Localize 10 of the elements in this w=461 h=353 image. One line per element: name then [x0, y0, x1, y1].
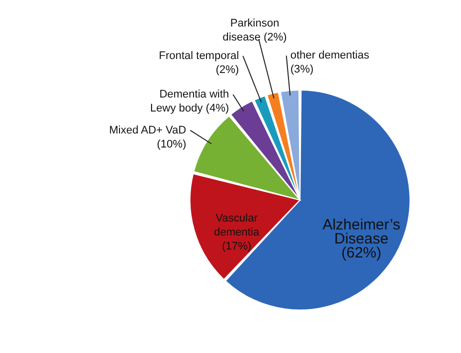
slice-label: Parkinson disease (2%) — [222, 18, 287, 44]
slice-label: Frontal temporal — [158, 50, 239, 62]
data-label: (10%) — [156, 138, 186, 150]
slice-label: Mixed AD+ VaD — [109, 124, 186, 136]
data-label: (17%) — [222, 240, 252, 252]
slice-label: Vascular dementia — [214, 212, 260, 238]
slice-label: Dementia with Lewy body (4%) — [150, 88, 230, 114]
data-label: (2%) — [216, 64, 239, 76]
slice-label: other dementias — [290, 50, 370, 62]
data-label: (3%) — [290, 64, 314, 76]
